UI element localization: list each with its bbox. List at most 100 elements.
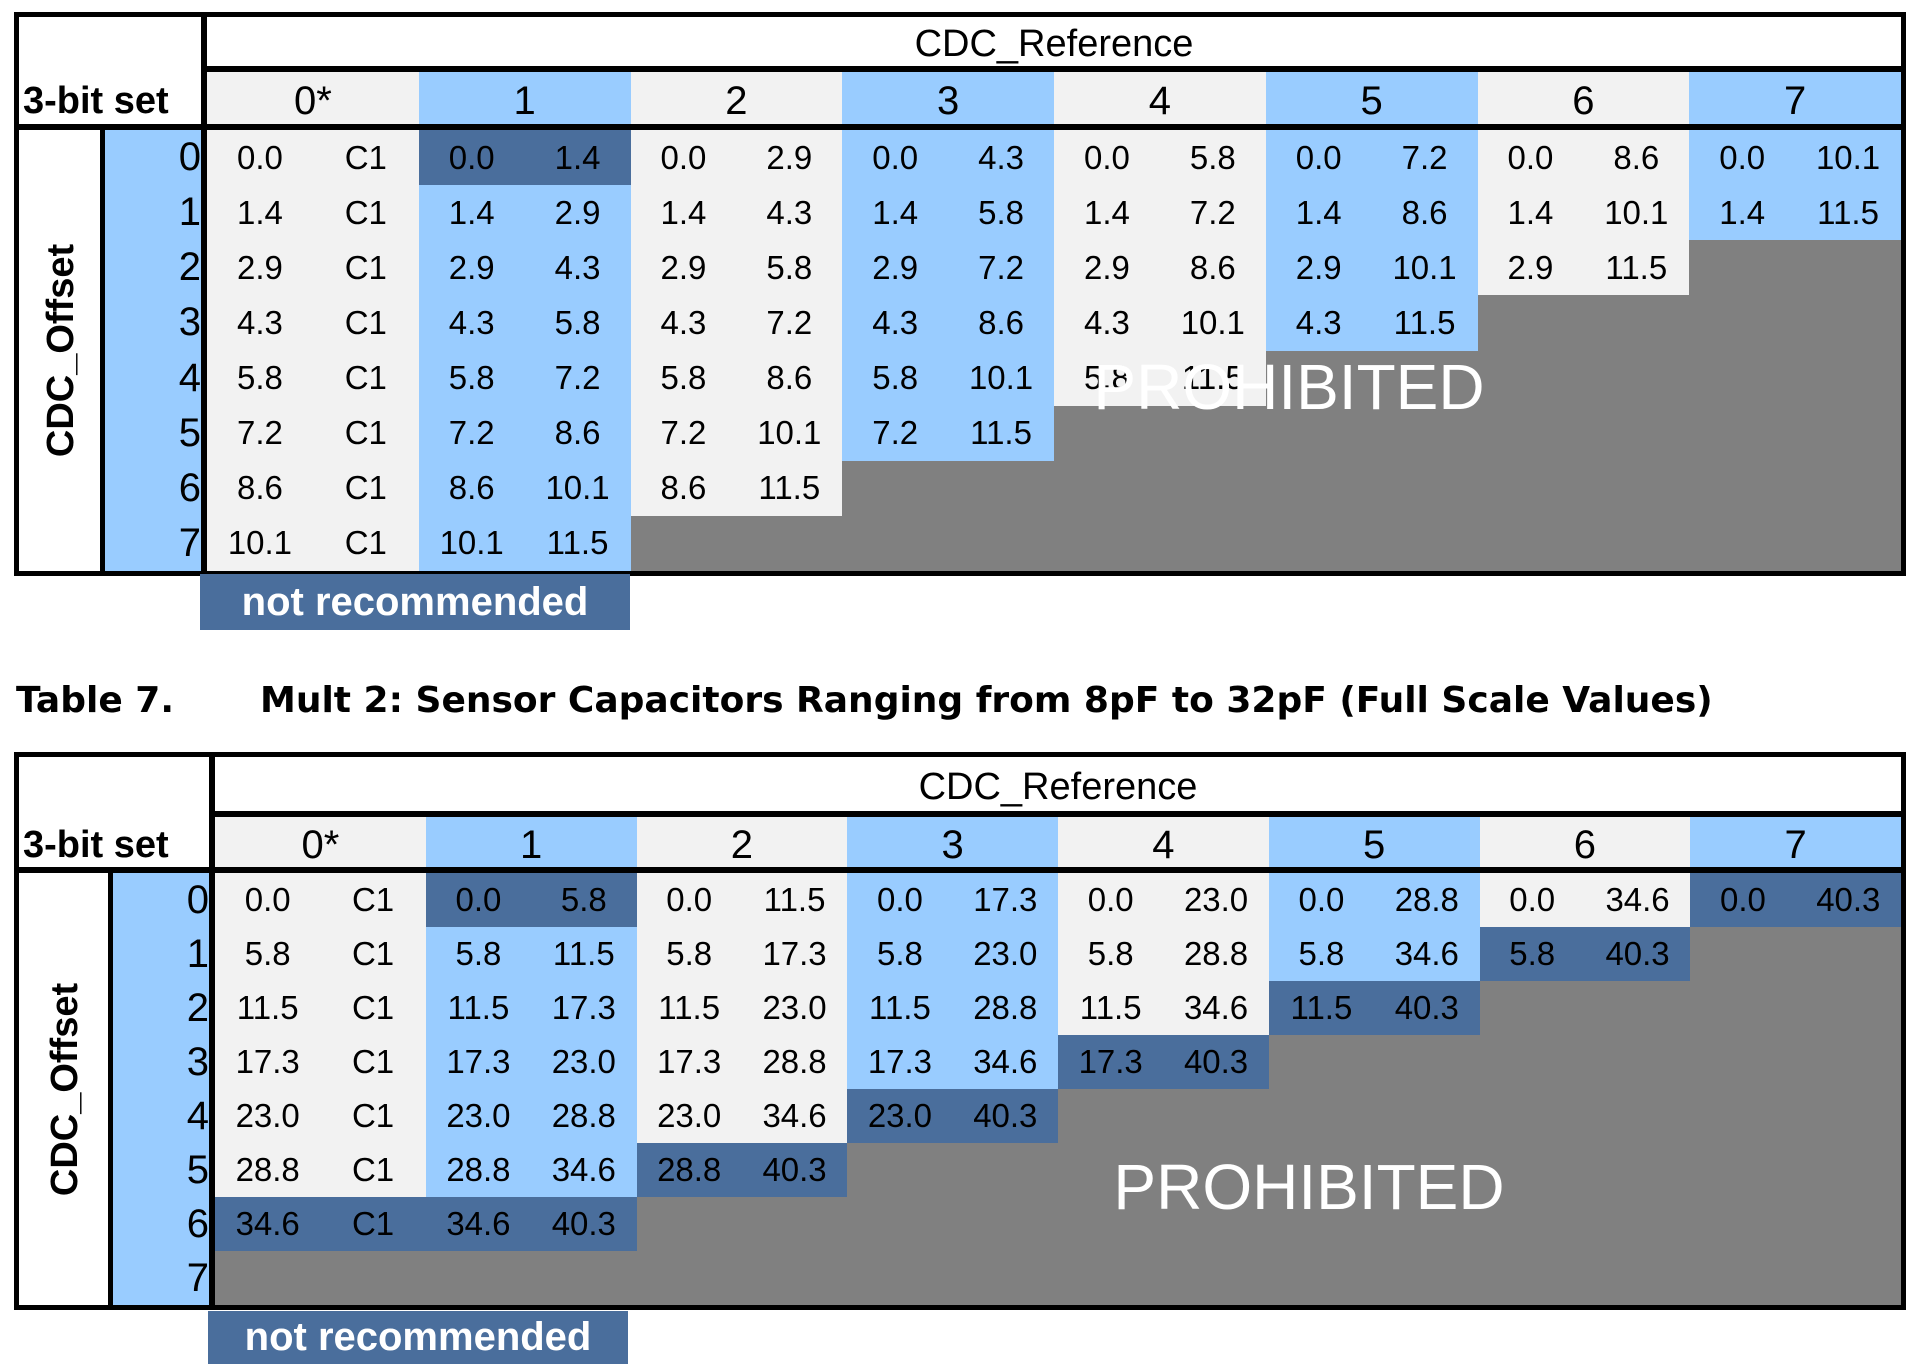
cell-min: 2.9: [1265, 240, 1372, 296]
cell-max: 8.6: [1159, 240, 1266, 296]
set-label: 3-bit set: [19, 817, 215, 873]
row-header: 4: [113, 1089, 215, 1143]
cell-min: 5.8: [636, 927, 742, 981]
cell-min: 5.8: [1479, 927, 1585, 981]
cell-min: 4.3: [207, 295, 313, 351]
cell-min: 2.9: [207, 240, 313, 296]
row-header: 5: [105, 405, 207, 461]
cell-max: 7.2: [948, 240, 1054, 296]
cell-max: 4.3: [948, 130, 1054, 186]
cell-max: 23.0: [741, 981, 848, 1035]
cell-min: 7.2: [207, 405, 313, 461]
cell-min: 10.1: [207, 515, 313, 571]
cell-min: 17.3: [215, 1035, 321, 1089]
cell-max: C1: [320, 1143, 426, 1197]
capacitance-table-mult2: CDC_Reference 3-bit set 0* 1 2 3 4 5 6 7 CDC_Offse…: [14, 752, 1906, 1310]
cell-min: 4.3: [1054, 295, 1160, 351]
cell-max: 10.1: [1795, 130, 1901, 186]
cell-max: 11.5: [1371, 295, 1478, 351]
cell-max: C1: [312, 350, 419, 406]
row-axis-label-text: CDC_Offset: [44, 982, 87, 1196]
grid-line: [201, 17, 207, 571]
column-header: 3: [847, 817, 1058, 873]
cell-min: 1.4: [630, 185, 737, 241]
cell-min: 7.2: [418, 405, 525, 461]
cell-max: C1: [320, 1089, 426, 1143]
grid-line: [215, 811, 1901, 817]
cell-min: 0.0: [425, 873, 532, 927]
cell-max: 17.3: [952, 873, 1058, 927]
cell-min: 28.8: [425, 1143, 532, 1197]
cell-max: 10.1: [524, 460, 631, 516]
not-recommended-label: not recommended: [200, 574, 630, 630]
row-header: 0: [113, 873, 215, 927]
cell-max: 23.0: [531, 1035, 637, 1089]
grid-line: [209, 757, 215, 1305]
cell-min: 0.0: [630, 130, 737, 186]
cell-max: C1: [312, 460, 419, 516]
grid-line: [19, 867, 1901, 873]
cell-max: 34.6: [952, 1035, 1058, 1089]
cell-min: 11.5: [215, 981, 321, 1035]
cell-min: 5.8: [630, 350, 737, 406]
row-header: 1: [105, 185, 207, 241]
prohibited-label: PROHIBITED: [1093, 351, 1485, 423]
header-title: CDC_Reference: [207, 17, 1901, 72]
cell-min: 2.9: [1477, 240, 1584, 296]
cell-min: 8.6: [207, 460, 313, 516]
cell-min: 1.4: [1477, 185, 1584, 241]
cell-min: 0.0: [1265, 130, 1372, 186]
cell-max: 28.8: [741, 1035, 848, 1089]
column-header: 7: [1689, 72, 1901, 130]
cell-min: 0.0: [1690, 873, 1796, 927]
row-header: 6: [105, 460, 207, 516]
cell-min: 0.0: [636, 873, 742, 927]
row-header: 3: [105, 295, 207, 351]
cell-max: C1: [312, 295, 419, 351]
cell-min: 0.0: [1058, 873, 1164, 927]
row-header: 4: [105, 350, 207, 406]
cell-min: 4.3: [842, 295, 949, 351]
cell-min: 4.3: [1265, 295, 1372, 351]
cell-max: 1.4: [524, 130, 631, 186]
cell-min: 11.5: [636, 981, 742, 1035]
column-header: 0*: [207, 72, 419, 130]
cell-max: 8.6: [736, 350, 843, 406]
row-header: 0: [105, 130, 207, 186]
column-header: 1: [425, 817, 637, 873]
cell-min: 1.4: [1054, 185, 1160, 241]
row-header: 3: [113, 1035, 215, 1089]
cell-max: 11.5: [531, 927, 637, 981]
cell-max: 34.6: [741, 1089, 848, 1143]
row-header: 2: [105, 240, 207, 296]
cell-max: 10.1: [1159, 295, 1266, 351]
cell-max: 11.5: [736, 460, 843, 516]
cell-max: 28.8: [1374, 873, 1480, 927]
cell-min: 11.5: [1268, 981, 1375, 1035]
cell-max: 28.8: [531, 1089, 637, 1143]
row-header: 7: [113, 1251, 215, 1305]
cell-max: 40.3: [952, 1089, 1058, 1143]
cell-max: 17.3: [741, 927, 848, 981]
cell-min: 8.6: [630, 460, 737, 516]
cell-min: 17.3: [636, 1035, 742, 1089]
cell-max: C1: [312, 185, 419, 241]
cell-min: 34.6: [215, 1197, 321, 1251]
grid-line: [100, 130, 105, 571]
row-header: 7: [105, 515, 207, 571]
cell-min: 0.0: [207, 130, 313, 186]
cell-min: 0.0: [1477, 130, 1584, 186]
cell-max: 40.3: [741, 1143, 848, 1197]
cell-max: 5.8: [736, 240, 843, 296]
cell-min: 0.0: [1479, 873, 1585, 927]
cell-min: 4.3: [418, 295, 525, 351]
table-caption-number: Table 7.: [16, 680, 174, 721]
cell-min: 34.6: [425, 1197, 532, 1251]
column-header: 6: [1477, 72, 1690, 130]
cell-min: 5.8: [1268, 927, 1375, 981]
cell-max: 11.5: [741, 873, 848, 927]
cell-max: 4.3: [736, 185, 843, 241]
cell-min: 11.5: [847, 981, 953, 1035]
cell-max: C1: [320, 873, 426, 927]
cell-max: C1: [320, 927, 426, 981]
